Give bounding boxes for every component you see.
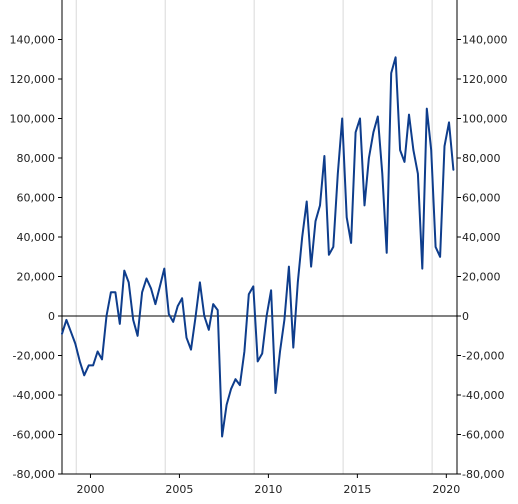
gridlines <box>75 0 433 474</box>
series-group <box>61 56 455 438</box>
x-tick-label: 2015 <box>343 483 371 496</box>
y-tick-label-right: -80,000 <box>462 468 504 481</box>
y-tick-label-left: 20,000 <box>17 271 56 284</box>
y-tick-label-right: -60,000 <box>462 429 504 442</box>
right-y-axis: -80,000 -60,000 -40,000 -20,000 0 20,000 40,00… <box>457 34 508 481</box>
x-tick-label: 2000 <box>76 483 104 496</box>
y-tick-label-left: 120,000 <box>10 73 56 86</box>
x-axis: 2000 2005 2010 2015 2020 <box>76 474 460 496</box>
y-tick-label-left: 0 <box>48 310 55 323</box>
y-tick-label-left: 140,000 <box>10 34 56 47</box>
y-tick-label-right: 60,000 <box>462 192 501 205</box>
y-tick-label-right: 140,000 <box>462 34 508 47</box>
y-tick-label-left: 40,000 <box>17 231 56 244</box>
y-tick-label-left: 60,000 <box>17 192 56 205</box>
y-tick-label-right: 40,000 <box>462 231 501 244</box>
left-y-axis: -80,000 -60,000 -40,000 -20,000 0 20,000 40,00… <box>10 34 62 481</box>
y-tick-label-right: 100,000 <box>462 113 508 126</box>
series-line-0 <box>61 56 455 438</box>
y-tick-label-right: -40,000 <box>462 389 504 402</box>
y-tick-label-left: -60,000 <box>13 429 55 442</box>
plot-frame <box>61 0 458 475</box>
y-tick-label-left: -20,000 <box>13 350 55 363</box>
x-tick-label: 2010 <box>254 483 282 496</box>
y-tick-label-right: -20,000 <box>462 350 504 363</box>
y-tick-label-right: 0 <box>462 310 469 323</box>
y-tick-label-left: -40,000 <box>13 389 55 402</box>
y-tick-label-left: 80,000 <box>17 152 56 165</box>
y-tick-label-right: 20,000 <box>462 271 501 284</box>
y-tick-label-left: -80,000 <box>13 468 55 481</box>
y-tick-label-right: 120,000 <box>462 73 508 86</box>
y-tick-label-right: 80,000 <box>462 152 501 165</box>
x-tick-label: 2020 <box>432 483 460 496</box>
x-tick-label: 2005 <box>165 483 193 496</box>
y-tick-label-left: 100,000 <box>10 113 56 126</box>
